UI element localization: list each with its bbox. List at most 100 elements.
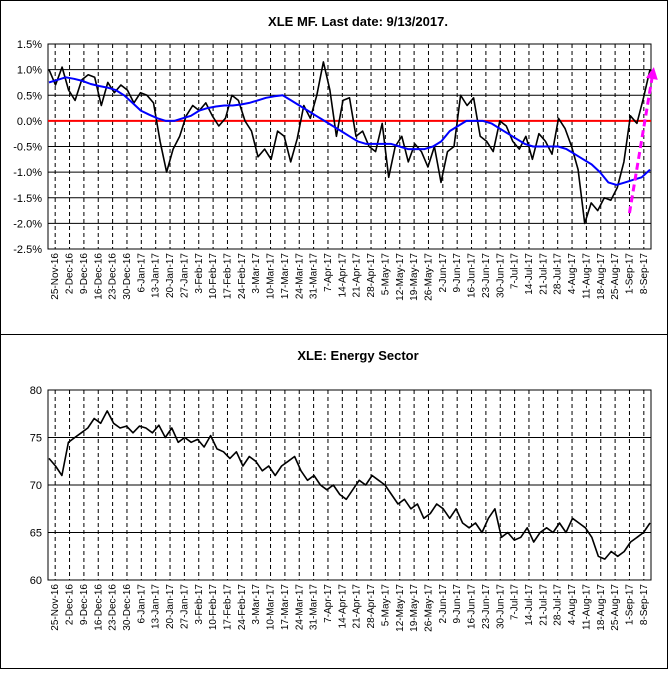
x-tick-label: 9-Dec-16 (79, 253, 90, 295)
y-tick-label: -1.5% (13, 193, 42, 205)
x-tick-label: 7-Apr-17 (323, 253, 334, 292)
x-tick-label: 6-Jan-17 (136, 584, 147, 624)
x-tick-label: 24-Mar-17 (294, 253, 305, 300)
x-tick-label: 14-Apr-17 (337, 584, 348, 629)
x-tick-label: 17-Feb-17 (222, 584, 233, 631)
mf-plot-area: 1.5% 1.0% 0.5% 0.0% -0.5% -1.0% -1.5% -2.0% -2.5… (13, 39, 658, 301)
x-tick-label: 30-Jun-17 (495, 584, 506, 629)
x-tick-label: 7-Jul-17 (510, 584, 521, 621)
x-tick-label: 18-Aug-17 (596, 584, 607, 631)
y-tick-label: 60 (30, 575, 42, 587)
x-tick-label: 23-Jun-17 (481, 584, 492, 629)
x-tick-label: 4-Aug-17 (567, 253, 578, 295)
x-tick-label: 11-Aug-17 (581, 253, 592, 299)
y-tick-label: 80 (30, 385, 42, 397)
x-tick-label: 14-Jul-17 (524, 253, 535, 295)
y-tick-label: 0.5% (17, 90, 42, 102)
x-tick-label: 2-Dec-16 (65, 253, 76, 295)
x-tick-label: 19-May-17 (409, 584, 420, 632)
x-tick-label: 7-Apr-17 (323, 584, 334, 623)
y-tick-label: -1.0% (13, 167, 42, 179)
x-tick-label: 9-Jun-17 (452, 584, 463, 624)
trend-arrow-head (645, 67, 658, 80)
x-tick-label: 4-Aug-17 (567, 584, 578, 626)
x-tick-label: 3-Mar-17 (251, 253, 262, 294)
series-line-average (48, 76, 651, 186)
x-tick-label: 21-Jul-17 (538, 584, 549, 626)
x-tick-label: 16-Dec-16 (93, 584, 104, 631)
y-tick-label: 1.0% (17, 65, 42, 77)
x-tick-label: 12-May-17 (395, 584, 406, 632)
y-tick-label: -2.5% (13, 244, 42, 256)
x-tick-label: 6-Jan-17 (136, 253, 147, 293)
x-tick-label: 16-Jun-17 (467, 253, 478, 298)
price-plot-area: 80 75 70 65 60 25-Nov-16 2-Dec-16 9-Dec-16 16-De… (30, 385, 652, 632)
y-tick-label: -2.0% (13, 218, 42, 230)
series-line-primary (48, 61, 651, 225)
x-tick-label: 20-Jan-17 (165, 584, 176, 629)
y-tick-label: 1.5% (17, 39, 42, 51)
x-tick-label: 28-Jul-17 (553, 584, 564, 626)
x-tick-label: 21-Apr-17 (352, 584, 363, 629)
x-tick-label: 25-Aug-17 (610, 253, 621, 300)
x-tick-label: 30-Dec-16 (122, 584, 133, 631)
x-tick-label: 25-Nov-16 (50, 584, 61, 631)
x-tick-label: 28-Jul-17 (553, 253, 564, 295)
x-tick-label: 23-Jun-17 (481, 253, 492, 298)
x-tick-label: 1-Sep-17 (624, 253, 635, 295)
x-tick-label: 17-Mar-17 (280, 253, 291, 300)
x-tick-label: 8-Sep-17 (639, 584, 650, 626)
x-tick-label: 27-Jan-17 (179, 584, 190, 629)
x-tick-label: 16-Dec-16 (93, 253, 104, 300)
x-tick-label: 12-May-17 (395, 253, 406, 301)
x-tick-label: 24-Feb-17 (237, 584, 248, 631)
x-tick-label: 3-Mar-17 (251, 584, 262, 625)
x-tick-label: 31-Mar-17 (309, 584, 320, 631)
x-tick-label: 28-Apr-17 (366, 253, 377, 298)
y-tick-label: 0.0% (17, 116, 42, 128)
x-tick-label: 13-Jan-17 (151, 253, 162, 298)
x-tick-label: 31-Mar-17 (309, 253, 320, 300)
x-tick-label: 27-Jan-17 (179, 253, 190, 298)
x-tick-label: 23-Dec-16 (108, 584, 119, 631)
x-tick-label: 25-Aug-17 (610, 584, 621, 631)
x-tick-label: 10-Feb-17 (208, 253, 219, 300)
x-tick-label: 16-Jun-17 (467, 584, 478, 629)
series-line-primary (48, 410, 651, 560)
x-tick-label: 17-Mar-17 (280, 584, 291, 631)
price-chart-title: XLE: Energy Sector (297, 348, 418, 363)
y-tick-label: 70 (30, 480, 42, 492)
x-tick-label: 26-May-17 (423, 584, 434, 632)
x-tick-label: 2-Jun-17 (438, 584, 449, 624)
x-tick-label: 3-Feb-17 (194, 584, 205, 625)
x-tick-label: 11-Aug-17 (581, 584, 592, 630)
x-tick-label: 20-Jan-17 (165, 253, 176, 298)
x-tick-label: 2-Dec-16 (65, 584, 76, 626)
x-tick-label: 28-Apr-17 (366, 584, 377, 629)
x-tick-label: 10-Feb-17 (208, 584, 219, 631)
y-tick-label: 65 (30, 528, 42, 540)
x-tick-label: 5-May-17 (380, 253, 391, 296)
x-tick-label: 21-Apr-17 (352, 253, 363, 298)
x-tick-label: 30-Dec-16 (122, 253, 133, 300)
x-tick-label: 8-Sep-17 (639, 253, 650, 295)
x-tick-label: 2-Jun-17 (438, 253, 449, 293)
x-tick-label: 19-May-17 (409, 253, 420, 301)
x-tick-label: 30-Jun-17 (495, 253, 506, 298)
x-tick-label: 26-May-17 (423, 253, 434, 301)
x-tick-label: 23-Dec-16 (108, 253, 119, 300)
x-tick-label: 17-Feb-17 (222, 253, 233, 300)
x-tick-label: 13-Jan-17 (151, 584, 162, 629)
x-tick-label: 24-Mar-17 (294, 584, 305, 631)
trend-arrow-line (627, 78, 654, 214)
x-tick-label: 5-May-17 (380, 584, 391, 627)
mf-chart-title: XLE MF. Last date: 9/13/2017. (268, 14, 448, 29)
x-tick-label: 14-Apr-17 (337, 253, 348, 298)
x-tick-label: 7-Jul-17 (510, 253, 521, 290)
y-tick-label: 75 (30, 433, 42, 445)
x-tick-label: 14-Jul-17 (524, 584, 535, 626)
x-tick-label: 24-Feb-17 (237, 253, 248, 300)
x-tick-label: 21-Jul-17 (538, 253, 549, 295)
